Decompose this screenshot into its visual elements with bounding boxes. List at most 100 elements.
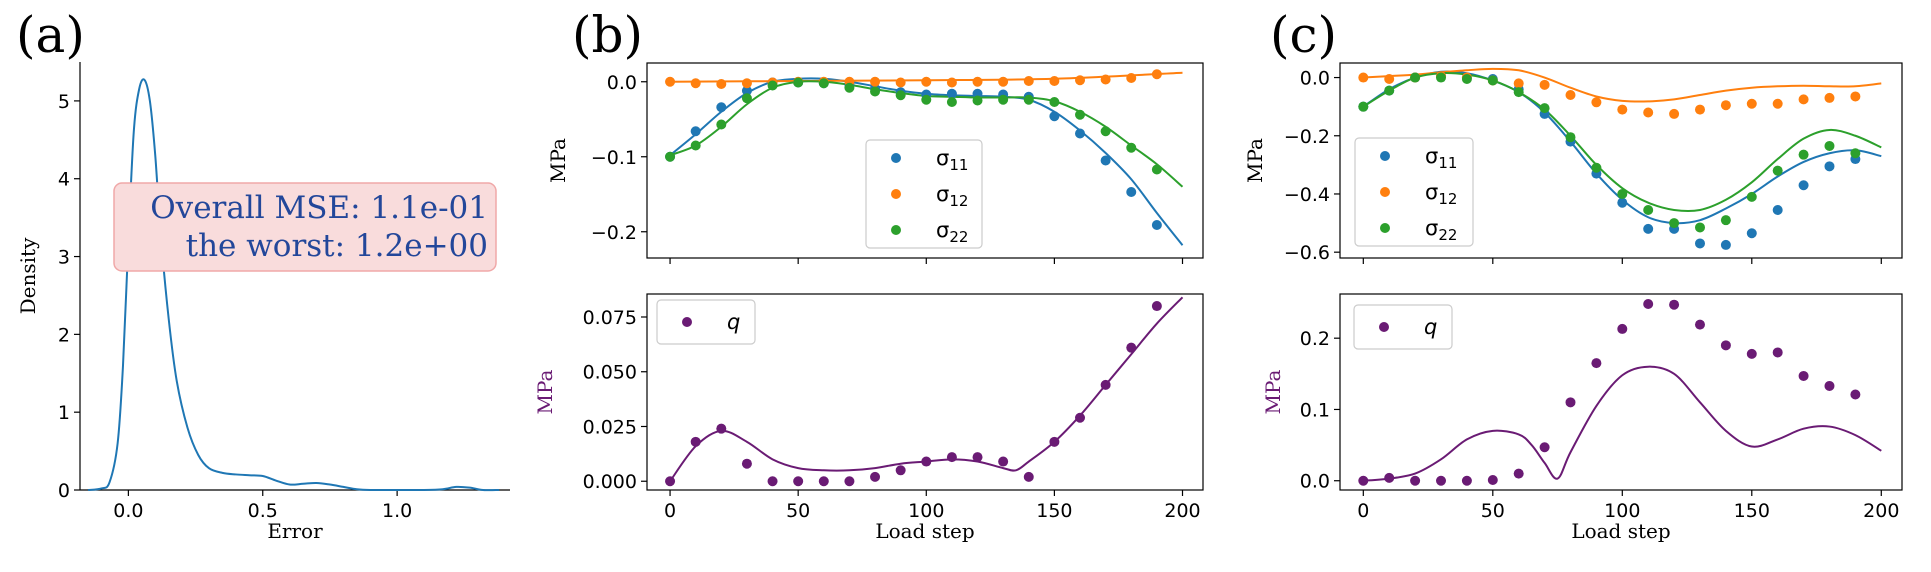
data-point-orange [972, 76, 983, 87]
data-point-purple [1126, 342, 1137, 353]
y-tick-label: 0.2 [1300, 328, 1330, 350]
y-tick-label: 0.000 [583, 471, 637, 493]
data-point-orange [1694, 104, 1705, 115]
plot-b-bottom-frame [646, 293, 1204, 491]
data-point-purple [1694, 319, 1705, 330]
data-point-green [1049, 97, 1060, 107]
data-point-blue [1049, 111, 1060, 122]
data-point-purple [1643, 298, 1654, 309]
series-line-green [1362, 72, 1882, 213]
plot-b-top-ylabel: MPa [546, 138, 570, 183]
data-point-orange [1100, 74, 1111, 85]
plot-c-bottom-xlabel: Load step [1571, 519, 1670, 543]
data-point-green [946, 97, 957, 107]
data-point-green [1617, 188, 1628, 199]
data-point-purple [1591, 358, 1602, 369]
plot-a-xlabel: Error [267, 519, 323, 543]
legend-marker-blue [891, 153, 901, 163]
data-point-purple [1384, 472, 1395, 483]
data-point-green [1694, 222, 1705, 233]
data-point-green [998, 94, 1009, 105]
plot-c-bottom-q: 0.0 0.1 0.2 0 50 100 150 200 MPa Load step q [1261, 293, 1903, 543]
data-point-blue [1772, 204, 1783, 215]
plot-b-bottom-xlabel: Load step [875, 519, 974, 543]
data-point-blue [1798, 180, 1809, 191]
x-tick-label: 200 [1164, 500, 1200, 522]
data-point-purple [818, 476, 829, 487]
data-point-orange [741, 78, 752, 89]
y-tick-label: −0.1 [591, 147, 637, 169]
data-point-purple [1669, 299, 1680, 310]
data-point-green [1358, 101, 1369, 112]
x-tick-label: 100 [908, 500, 944, 522]
series-line-blue [87, 78, 500, 492]
mse-worst-text: the worst: 1.2e+00 [186, 228, 488, 264]
data-point-green [1151, 164, 1162, 175]
data-point-green [1565, 132, 1576, 143]
data-point-orange [1798, 94, 1809, 105]
legend-marker-blue [1380, 151, 1390, 161]
data-point-purple [793, 476, 804, 487]
data-point-blue [1720, 239, 1731, 250]
data-point-green [1436, 72, 1447, 83]
data-point-blue [690, 126, 701, 137]
data-point-orange [1720, 100, 1731, 111]
data-point-blue [716, 102, 727, 113]
data-point-purple [1023, 471, 1034, 482]
data-point-green [1075, 109, 1086, 120]
data-point-orange [1591, 97, 1602, 108]
data-point-orange [1513, 78, 1524, 89]
data-point-green [921, 94, 932, 105]
panel-label-a: (a) [16, 6, 85, 64]
y-tick-label: 4 [58, 169, 70, 191]
data-point-green [1824, 140, 1835, 151]
data-point-green [1487, 75, 1498, 86]
data-point-green [870, 86, 881, 97]
plot-a-ylabel: Density [16, 237, 40, 314]
data-point-purple [1824, 380, 1835, 391]
plot-c-bottom-legend: q [1353, 304, 1453, 350]
data-point-orange [1151, 69, 1162, 80]
y-tick-label: 5 [58, 91, 70, 113]
data-point-purple [844, 476, 855, 487]
y-tick-label: 0.0 [1300, 68, 1330, 90]
legend-marker-green [891, 225, 901, 235]
data-point-purple [921, 456, 932, 467]
x-tick-label: 0 [1357, 500, 1369, 522]
data-point-orange [665, 76, 676, 87]
y-tick-label: 0.025 [583, 416, 637, 438]
y-tick-label: 2 [58, 324, 70, 346]
legend-label: σ12 [1425, 180, 1457, 208]
data-point-green [1384, 85, 1395, 96]
data-point-green [690, 140, 701, 151]
data-point-blue [1617, 197, 1628, 208]
data-point-orange [1669, 108, 1680, 119]
mse-overall-text: Overall MSE: 1.1e-01 [150, 190, 488, 226]
data-point-orange [1850, 91, 1861, 102]
data-point-purple [1049, 436, 1060, 447]
data-point-orange [690, 78, 701, 89]
y-tick-label: 0.075 [583, 307, 637, 329]
data-point-green [1023, 94, 1034, 105]
y-tick-label: 0.0 [1300, 471, 1330, 493]
data-point-purple [1539, 442, 1550, 453]
data-point-purple [1410, 475, 1421, 486]
data-point-blue [1100, 155, 1111, 166]
data-point-green [793, 77, 804, 88]
plot-b-top-frame [646, 62, 1204, 259]
y-tick-label: 0.1 [1300, 399, 1330, 421]
x-tick-label: 100 [1604, 500, 1640, 522]
data-point-green [1669, 218, 1680, 229]
y-tick-label: 0 [58, 480, 70, 502]
legend-label: q [1424, 315, 1437, 339]
data-point-purple [665, 476, 676, 487]
data-point-purple [1151, 301, 1162, 312]
x-tick-label: 200 [1863, 500, 1899, 522]
data-point-purple [1075, 412, 1086, 423]
legend-box [1353, 304, 1453, 350]
data-point-purple [1513, 468, 1524, 479]
